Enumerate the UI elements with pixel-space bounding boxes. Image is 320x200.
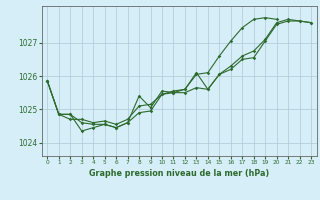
X-axis label: Graphe pression niveau de la mer (hPa): Graphe pression niveau de la mer (hPa) bbox=[89, 169, 269, 178]
